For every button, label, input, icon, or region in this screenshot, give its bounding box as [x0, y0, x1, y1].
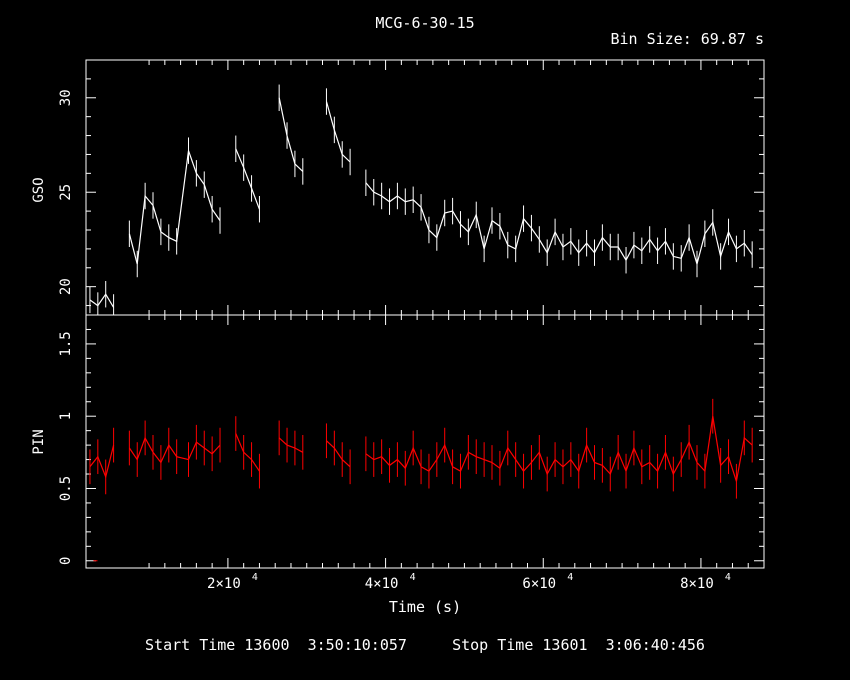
x-tick-label-exponent: 4: [410, 572, 416, 583]
x-tick-label-base: 8×10: [680, 576, 714, 592]
y-axis-label-pin: PIN: [31, 429, 47, 454]
x-tick-label: 4×10 4: [365, 572, 416, 592]
gso-series-segment: [89, 293, 115, 308]
pin-tick-label: 1.5: [58, 331, 74, 356]
x-tick-label-base: 4×10: [365, 576, 399, 592]
pin-series-segment: [128, 436, 221, 464]
gso-tick-label: 25: [58, 184, 74, 201]
x-tick-label: 8×10 4: [680, 572, 731, 592]
pin-series-segment: [235, 433, 260, 472]
x-tick-label-base: 6×10: [522, 576, 556, 592]
pin-series-segment: [89, 444, 115, 479]
pin-series-segment: [278, 437, 304, 453]
x-tick-label: 2×10 4: [207, 572, 258, 592]
x-tick-label-exponent: 4: [725, 572, 731, 583]
x-axis-label: Time (s): [389, 598, 461, 616]
gso-tick-label: 20: [58, 278, 74, 295]
pin-series-segment: [365, 416, 753, 482]
time-range-footer: Start Time 13600 3:50:10:057 Stop Time 1…: [145, 636, 705, 654]
gso-series-segment: [325, 101, 351, 163]
pin-tick-label: 1: [58, 412, 74, 420]
top-panel-frame: [85, 59, 765, 316]
bin-size-label: Bin Size: 69.87 s: [610, 30, 764, 48]
pin-tick-label: 0.5: [58, 476, 74, 501]
gso-tick-label: 30: [58, 89, 74, 106]
pin-series-segment: [326, 440, 351, 468]
x-tick-label-base: 2×10: [207, 576, 241, 592]
gso-series-segment: [278, 97, 304, 172]
gso-series-segment: [128, 150, 221, 265]
x-tick-label: 6×10 4: [522, 572, 573, 592]
gso-series-segment: [235, 148, 260, 210]
x-tick-label-exponent: 4: [252, 572, 258, 583]
pin-tick-label: 0: [58, 557, 74, 565]
gso-series-segment: [365, 182, 753, 267]
x-tick-label-exponent: 4: [567, 572, 573, 583]
bottom-panel-frame: [85, 314, 765, 569]
plot-title: MCG-6-30-15: [375, 14, 475, 32]
y-axis-label-gso: GSO: [31, 177, 47, 202]
